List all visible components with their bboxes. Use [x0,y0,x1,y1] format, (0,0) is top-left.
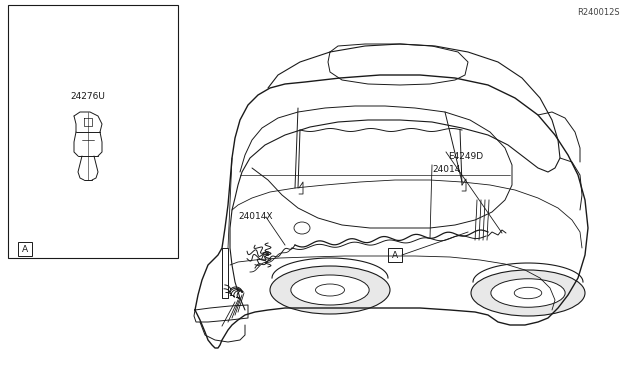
Text: 24276U: 24276U [70,92,106,101]
Text: 24014X: 24014X [238,212,273,221]
Bar [18,242,32,256]
Text: 24014: 24014 [432,165,460,174]
Bar [8,5,178,258]
Text: R240012S: R240012S [577,8,620,17]
Ellipse shape [294,222,310,234]
Ellipse shape [471,270,585,316]
Text: A: A [392,250,398,260]
Ellipse shape [270,266,390,314]
Ellipse shape [515,287,541,299]
Text: A: A [22,244,28,253]
Ellipse shape [316,284,344,296]
Text: E4249D: E4249D [448,152,483,161]
Ellipse shape [491,279,565,307]
Bar [388,248,402,262]
Ellipse shape [291,275,369,305]
